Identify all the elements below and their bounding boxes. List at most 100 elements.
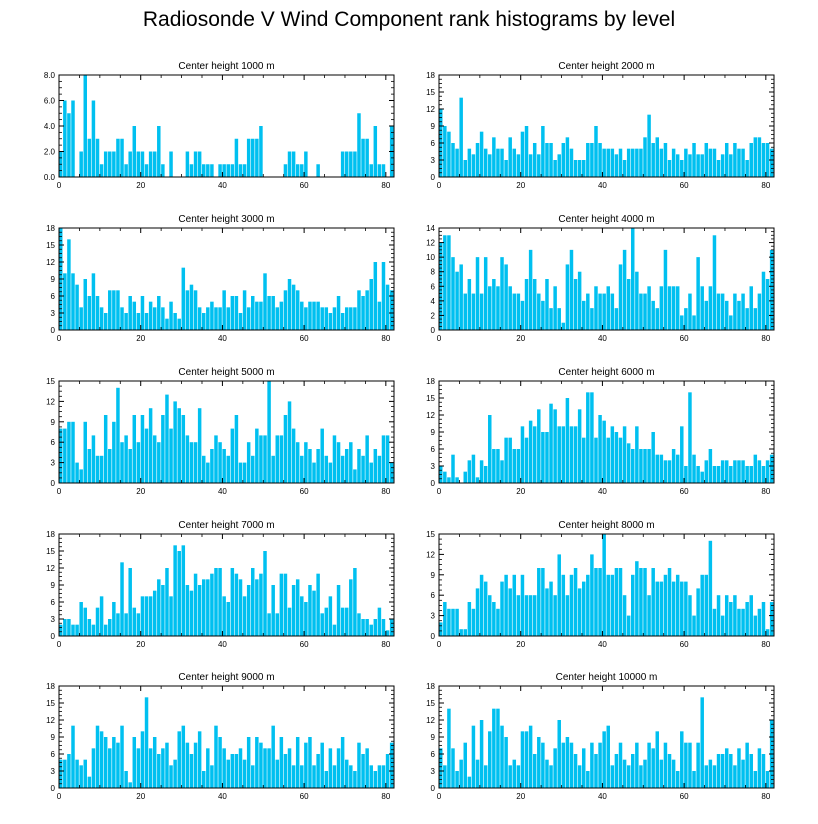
- histogram-bar: [140, 731, 145, 788]
- histogram-bar: [279, 737, 284, 788]
- histogram-bar: [369, 279, 373, 330]
- histogram-bar: [549, 143, 553, 177]
- histogram-bar: [671, 449, 676, 483]
- histogram-bar: [602, 293, 606, 330]
- histogram-bar: [108, 619, 112, 636]
- histogram-bar: [532, 754, 537, 788]
- histogram-bar: [475, 477, 480, 483]
- histogram-bar: [332, 765, 337, 788]
- histogram-bar: [475, 143, 480, 177]
- histogram-bar: [483, 148, 488, 177]
- histogram-bar: [295, 579, 300, 636]
- histogram-bar: [488, 286, 492, 330]
- histogram-bar: [765, 279, 770, 330]
- histogram-bar: [316, 754, 320, 788]
- histogram-bar: [308, 585, 312, 636]
- histogram-bar: [594, 437, 598, 483]
- y-tick-label: 12: [426, 550, 435, 559]
- histogram-bar: [720, 615, 725, 636]
- histogram-bar: [520, 300, 525, 330]
- histogram-bar: [590, 554, 594, 636]
- histogram-bar: [618, 148, 623, 177]
- histogram-bar: [639, 765, 643, 788]
- histogram-bar: [83, 759, 87, 788]
- histogram-bar: [136, 313, 141, 330]
- histogram-bar: [103, 151, 108, 177]
- histogram-bar: [500, 725, 504, 788]
- histogram-bar: [365, 748, 369, 788]
- histogram-bar: [496, 449, 500, 483]
- histogram-bar: [737, 300, 741, 330]
- histogram-bar: [512, 759, 517, 788]
- y-tick-label: 6: [431, 591, 436, 600]
- histogram-bar: [594, 286, 598, 330]
- histogram-bar: [136, 748, 141, 788]
- y-tick-label: 0: [431, 326, 436, 335]
- histogram-bar: [251, 455, 255, 483]
- histogram-bar: [271, 585, 275, 636]
- histogram-bar: [700, 154, 704, 177]
- histogram-bar: [222, 290, 226, 330]
- histogram-bar: [157, 754, 161, 788]
- panel-title: Center height 1000 m: [178, 61, 274, 72]
- histogram-bar: [557, 720, 561, 788]
- histogram-bar: [537, 737, 541, 788]
- histogram-bar: [459, 629, 463, 636]
- x-tick-label: 20: [516, 792, 525, 801]
- histogram-bar: [524, 595, 529, 636]
- histogram-bar: [500, 148, 504, 177]
- histogram-bar: [455, 271, 459, 330]
- histogram-bar: [537, 409, 541, 483]
- histogram-bar: [610, 426, 615, 483]
- histogram-bar: [373, 262, 378, 330]
- histogram-panel: Center height 9000 m 0 3 6 9 12 15 18 0 20 40 60 80: [46, 672, 395, 801]
- histogram-bar: [675, 574, 680, 636]
- histogram-bar: [639, 568, 643, 636]
- histogram-bar: [635, 561, 639, 636]
- histogram-bar: [541, 568, 545, 636]
- histogram-bar: [463, 471, 467, 483]
- histogram-bar: [136, 442, 141, 483]
- histogram-bar: [455, 608, 459, 636]
- histogram-bar: [336, 585, 341, 636]
- histogram-panel: Center height 3000 m 0 3 6 9 12 15 18 0 20 40 60 80: [46, 214, 395, 343]
- histogram-bar: [439, 622, 443, 636]
- histogram-bar: [152, 435, 157, 483]
- x-tick-label: 20: [516, 334, 525, 343]
- histogram-bar: [488, 415, 492, 483]
- histogram-bar: [659, 454, 664, 483]
- histogram-bar: [189, 164, 194, 177]
- histogram-bar: [680, 160, 684, 177]
- y-tick-label: 3: [51, 615, 56, 624]
- histogram-bar: [361, 296, 365, 330]
- histogram-bar: [545, 279, 549, 330]
- histogram-bar: [610, 574, 615, 636]
- histogram-bar: [381, 435, 386, 483]
- panel-title: Center height 7000 m: [178, 520, 274, 531]
- histogram-bar: [177, 551, 181, 636]
- histogram-bar: [193, 151, 198, 177]
- histogram-bar: [336, 296, 341, 330]
- histogram-bar: [108, 748, 112, 788]
- histogram-bar: [451, 748, 455, 788]
- histogram-bar: [500, 460, 504, 483]
- histogram-bar: [336, 442, 341, 483]
- histogram-bar: [63, 428, 67, 483]
- histogram-bar: [626, 615, 631, 636]
- histogram-bar: [87, 619, 92, 636]
- histogram-bar: [696, 466, 700, 483]
- histogram-bar: [663, 143, 668, 177]
- x-tick-label: 0: [57, 792, 62, 801]
- y-tick-label: 0: [431, 173, 436, 182]
- panel-title: Center height 2000 m: [558, 61, 654, 72]
- histogram-bar: [112, 290, 116, 330]
- histogram-bar: [651, 432, 655, 483]
- histogram-bar: [590, 143, 594, 177]
- histogram-bar: [716, 160, 721, 177]
- x-tick-label: 80: [761, 640, 770, 649]
- histogram-bar: [651, 143, 655, 177]
- histogram-bar: [680, 315, 684, 330]
- histogram-bar: [132, 607, 137, 636]
- histogram-bar: [120, 442, 124, 483]
- histogram-bar: [67, 113, 71, 177]
